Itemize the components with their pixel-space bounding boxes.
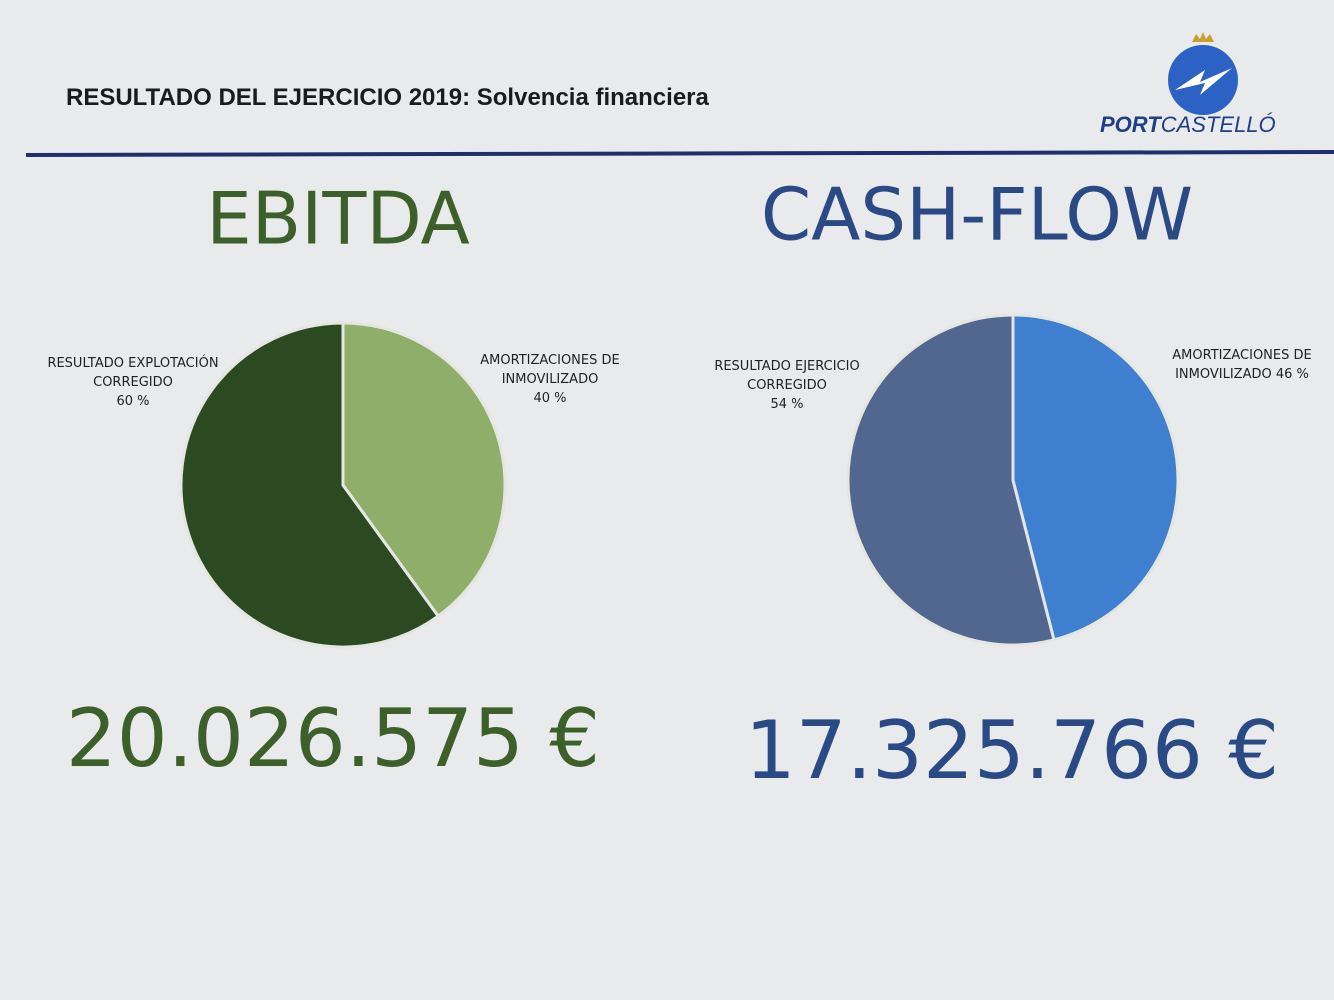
slice-category: AMORTIZACIONES DE INMOVILIZADO — [480, 353, 620, 387]
slice-label: RESULTADO EJERCICIO CORREGIDO 54 % — [697, 357, 877, 414]
slice-label: AMORTIZACIONES DE INMOVILIZADO 46 % — [1150, 346, 1334, 384]
slice-value-label: 40 % — [533, 391, 567, 406]
pie-slice — [341, 321, 507, 619]
total-value: 17.325.766 € — [745, 704, 1279, 797]
total-value: 20.026.575 € — [66, 692, 600, 785]
slice-category: RESULTADO EJERCICIO CORREGIDO — [714, 359, 860, 393]
header-title: RESULTADO DEL EJERCICIO 2019: Solvencia … — [66, 84, 709, 111]
slice-value-label: 60 % — [116, 394, 150, 409]
pie-slice — [1011, 313, 1180, 642]
slice-category: AMORTIZACIONES DE INMOVILIZADO — [1172, 348, 1312, 382]
chart-title: EBITDA — [206, 177, 470, 261]
slice-value-label: 46 % — [1275, 367, 1309, 382]
slice-value-label: 54 % — [770, 397, 804, 412]
slice-label: AMORTIZACIONES DE INMOVILIZADO 40 % — [465, 351, 635, 408]
pie-slice — [846, 313, 1056, 647]
logo-bold: PORT — [1100, 112, 1161, 137]
slice-label: RESULTADO EXPLOTACIÓN CORREGIDO 60 % — [33, 354, 233, 411]
chart-title: CASH-FLOW — [761, 173, 1193, 257]
logo-text: PORTCASTELLÓ — [1100, 112, 1276, 138]
slice-category: RESULTADO EXPLOTACIÓN CORREGIDO — [47, 356, 219, 390]
pie-slice — [179, 321, 441, 649]
logo-light: CASTELLÓ — [1160, 112, 1276, 137]
logo-icon — [1168, 32, 1238, 115]
header-rule — [25, 150, 1334, 157]
